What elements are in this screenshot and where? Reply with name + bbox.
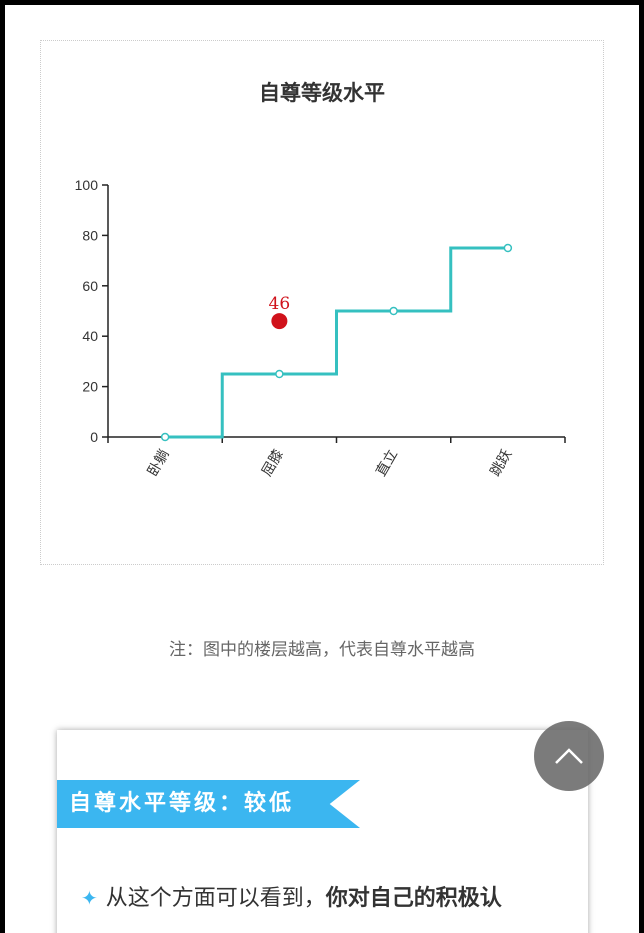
x-tick-label: 直立 <box>372 447 401 480</box>
step-chart: 0 20 40 60 80 100 卧躺 屈膝 直立 跳跃 46 <box>75 177 566 480</box>
y-tick-label: 20 <box>82 379 98 395</box>
chart-note: 注：图中的楼层越高，代表自尊水平越高 <box>169 640 475 660</box>
y-tick-label: 0 <box>90 429 98 445</box>
four-point-star-icon: ✦ <box>81 886 98 910</box>
page: 自尊等级水平 0 20 40 60 80 100 卧躺 屈膝 直立 跳跃 46 注：图中的楼层越高，… <box>5 5 639 933</box>
step-line <box>165 246 508 439</box>
highlight-point <box>271 313 288 330</box>
highlight-label: 46 <box>269 294 291 314</box>
scroll-top-button[interactable] <box>534 721 604 791</box>
y-tick-label: 40 <box>82 328 98 344</box>
data-point <box>389 306 398 316</box>
chevron-up-icon <box>555 748 583 764</box>
chart-container: 自尊等级水平 <box>40 40 604 565</box>
y-tick-label: 100 <box>75 177 99 193</box>
y-tick-label: 60 <box>82 278 98 294</box>
level-banner: 自尊水平等级：较低 <box>57 780 360 828</box>
bullet-plain: 从这个方面可以看到， <box>105 886 326 911</box>
bullet-bold: 你对自己的积极认 <box>325 886 502 911</box>
data-point <box>503 243 513 253</box>
data-point <box>275 369 284 379</box>
result-card: 自尊水平等级：较低 ✦ 从这个方面可以看到，你对自己的积极认 <box>57 730 588 933</box>
data-point <box>160 432 170 442</box>
chart-title: 自尊等级水平 <box>259 81 385 105</box>
x-tick-label: 卧躺 <box>145 447 173 479</box>
bullet-text: ✦ 从这个方面可以看到，你对自己的积极认 <box>81 880 502 912</box>
x-tick-label: 跳跃 <box>487 447 515 479</box>
y-tick-label: 80 <box>82 227 98 243</box>
x-tick-label: 屈膝 <box>259 447 287 479</box>
